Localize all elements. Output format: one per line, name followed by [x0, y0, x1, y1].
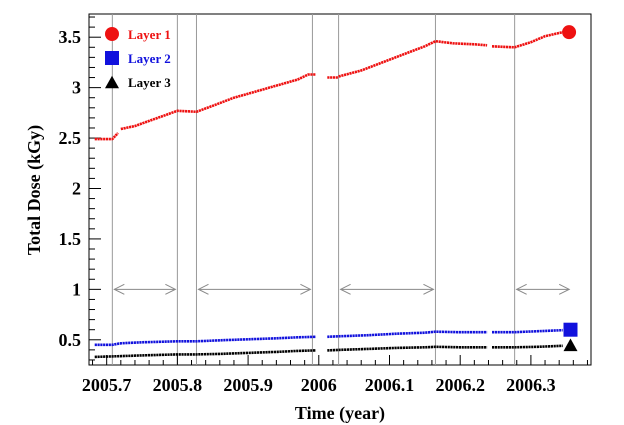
legend: Layer 1 Layer 2 Layer 3: [105, 27, 171, 90]
range-arrow-head-right: [165, 283, 177, 295]
vertical-marker-lines: [111, 14, 516, 365]
series-segment: [338, 39, 488, 78]
legend-marker: [105, 51, 119, 65]
x-tick-label: 2006.3: [506, 375, 556, 395]
range-arrow-3: [515, 283, 571, 295]
legend-label: Layer 2: [128, 51, 171, 66]
legend-item-2: Layer 2: [105, 51, 171, 66]
range-arrow-1: [197, 283, 312, 295]
series-segment: [492, 344, 563, 349]
series-end-marker: [563, 338, 578, 352]
x-axis-ticks: 2005.7 2005.8 2005.9 2006 2006.1 2006.2 2006.3: [82, 355, 588, 395]
range-arrow-0: [113, 283, 177, 295]
range-arrow-head-right: [558, 283, 571, 295]
series-layer-2: [94, 322, 578, 347]
x-tick-label: 2005.9: [223, 375, 273, 395]
x-tick-label: 2006.2: [435, 375, 485, 395]
range-arrow-head-right: [300, 283, 312, 295]
x-tick-label: 2005.7: [82, 375, 132, 395]
series-layer-3: [94, 338, 578, 359]
y-tick-label: 1.5: [59, 229, 82, 249]
y-axis-title: Total Dose (kGy): [24, 125, 45, 255]
series-segment: [94, 335, 317, 347]
x-tick-label: 2006.1: [365, 375, 415, 395]
plot-frame: [88, 13, 592, 366]
range-arrow-head-left: [113, 283, 125, 295]
range-arrow-head-left: [515, 283, 527, 295]
x-tick-label: 2006: [301, 375, 337, 395]
range-arrow-head-right: [423, 283, 435, 295]
range-arrow-2: [339, 283, 435, 295]
y-tick-label: 2.5: [59, 128, 82, 148]
series-layer: [94, 25, 578, 359]
y-tick-label: 2: [72, 178, 81, 198]
y-axis-ticks: 0.5 1 1.5 2 2.5 3 3.5: [59, 16, 101, 361]
legend-item-3: Layer 3: [105, 75, 171, 90]
series-end-marker: [562, 25, 577, 40]
range-arrow-head-left: [197, 283, 209, 295]
series-end-marker: [563, 322, 578, 337]
legend-marker: [105, 27, 119, 41]
series-segment: [491, 30, 563, 49]
series-segment: [94, 132, 119, 141]
x-axis-title: Time (year): [295, 403, 385, 424]
y-tick-label: 3.5: [59, 27, 82, 47]
range-arrows: [113, 283, 571, 295]
series-layer-1: [94, 25, 577, 141]
range-arrow-head-left: [339, 283, 351, 295]
legend-label: Layer 1: [128, 27, 171, 42]
series-segment: [327, 345, 488, 352]
legend-item-1: Layer 1: [105, 27, 171, 42]
series-segment: [492, 328, 563, 334]
legend-marker: [105, 75, 119, 89]
y-tick-label: 1: [72, 279, 81, 299]
y-tick-label: 0.5: [59, 330, 82, 350]
x-tick-label: 2005.8: [153, 375, 203, 395]
series-segment: [94, 349, 317, 359]
legend-label: Layer 3: [128, 75, 171, 90]
y-tick-label: 3: [72, 78, 81, 98]
series-segment: [120, 73, 316, 131]
series-segment: [327, 330, 488, 339]
